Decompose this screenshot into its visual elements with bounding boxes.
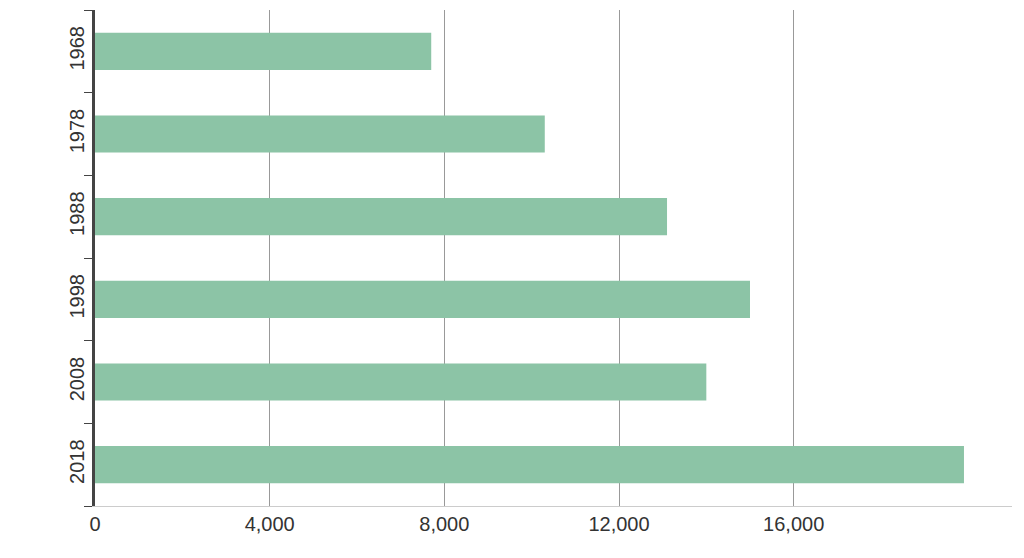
svg-text:0: 0 — [89, 513, 100, 535]
svg-text:1978: 1978 — [66, 109, 88, 154]
svg-text:8,000: 8,000 — [419, 513, 469, 535]
svg-text:2018: 2018 — [66, 439, 88, 484]
svg-text:16,000: 16,000 — [763, 513, 824, 535]
svg-text:12,000: 12,000 — [588, 513, 649, 535]
svg-text:1988: 1988 — [66, 191, 88, 236]
svg-text:1998: 1998 — [66, 274, 88, 319]
svg-text:1968: 1968 — [66, 26, 88, 71]
svg-text:2008: 2008 — [66, 357, 88, 402]
svg-text:4,000: 4,000 — [245, 513, 295, 535]
